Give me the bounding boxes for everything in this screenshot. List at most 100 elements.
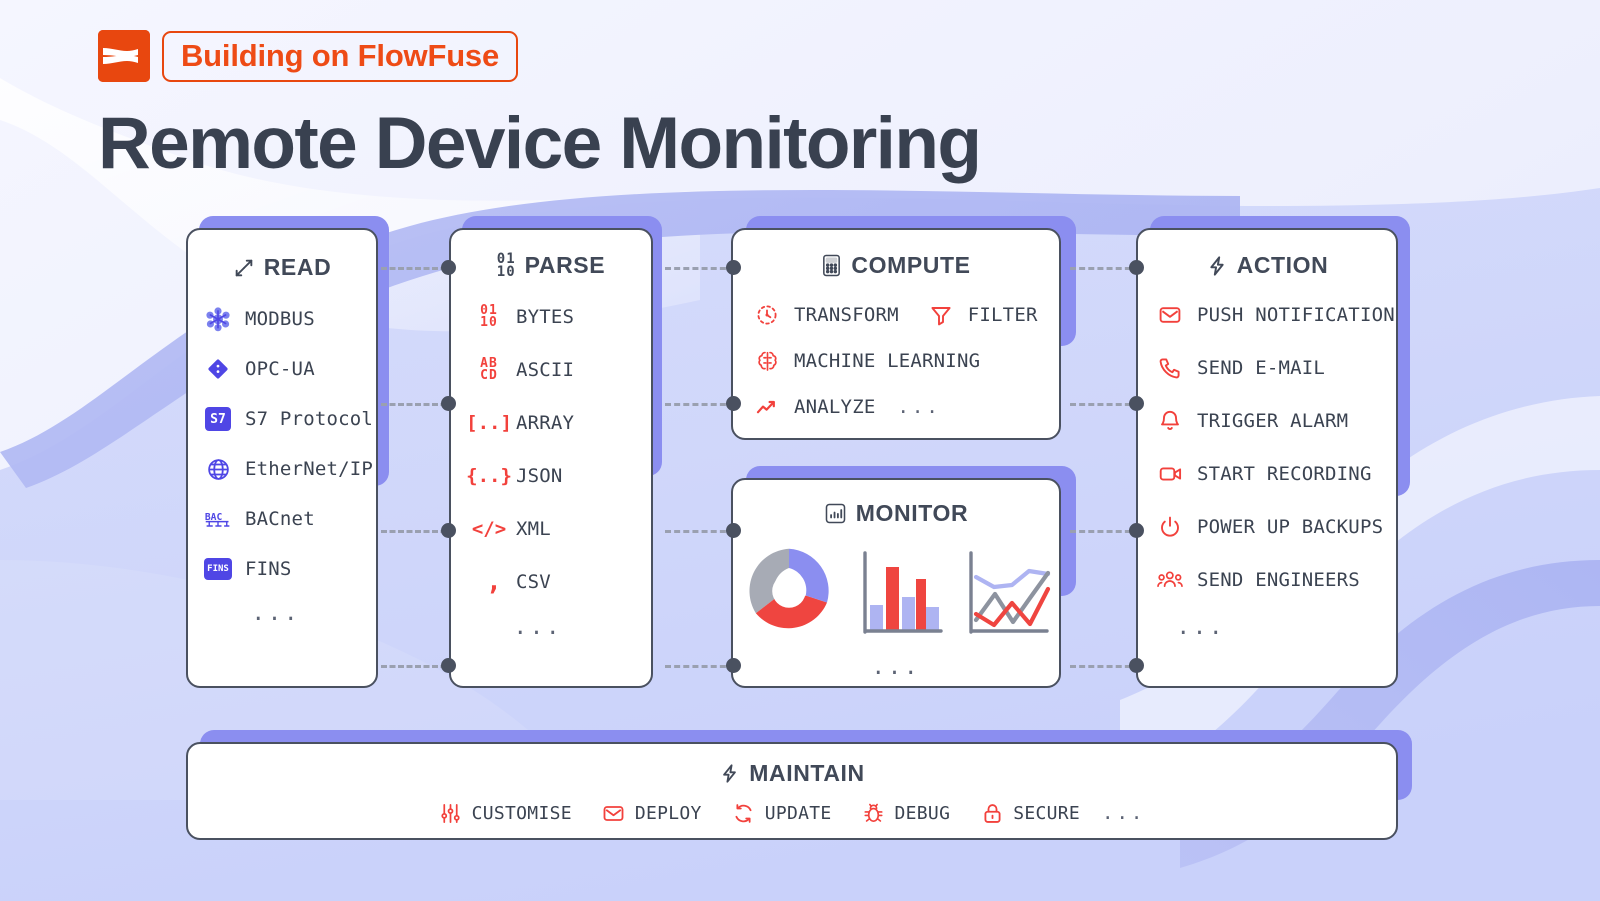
action-item-label: POWER UP BACKUPS bbox=[1197, 516, 1384, 538]
action-item-label: TRIGGER ALARM bbox=[1197, 410, 1349, 432]
connector-read-parse-bot bbox=[381, 665, 455, 668]
read-item-label: S7 Protocol bbox=[245, 408, 374, 430]
action-item-list: PUSH NOTIFICATION SEND E-MAIL bbox=[1138, 301, 1396, 640]
parse-title-glyph-top: 01 bbox=[496, 250, 516, 267]
fins-badge-text: FINS bbox=[204, 558, 232, 580]
action-item-power-up-backups[interactable]: POWER UP BACKUPS bbox=[1156, 513, 1396, 541]
phone-icon bbox=[1156, 354, 1184, 382]
compute-more-ellipsis: ... bbox=[897, 396, 941, 418]
lock-icon bbox=[980, 801, 1004, 825]
compute-card[interactable]: COMPUTE TRANSFORM bbox=[731, 228, 1061, 440]
json-braces-icon: {..} bbox=[466, 464, 512, 487]
parse-item-json[interactable]: {..} JSON bbox=[466, 462, 651, 490]
funnel-icon bbox=[927, 301, 955, 329]
parse-item-csv[interactable]: , CSV bbox=[475, 568, 651, 596]
transform-dashed-circle-icon bbox=[753, 301, 781, 329]
bell-icon bbox=[1156, 407, 1184, 435]
video-camera-icon bbox=[1156, 460, 1184, 488]
globe-icon bbox=[204, 455, 232, 483]
bar-chart bbox=[863, 551, 943, 634]
read-item-label: FINS bbox=[245, 558, 292, 580]
compute-item-label: FILTER bbox=[967, 304, 1038, 326]
read-item-s7-protocol[interactable]: S7 S7 Protocol bbox=[204, 405, 376, 433]
action-card-title-label: ACTION bbox=[1236, 252, 1329, 278]
people-group-icon bbox=[1156, 566, 1184, 594]
maintain-item-label: SECURE bbox=[1013, 802, 1081, 824]
connector-dot-action-top bbox=[1129, 260, 1144, 275]
connector-dot-monitor-top bbox=[726, 523, 741, 538]
array-brackets-icon: [..] bbox=[466, 411, 512, 434]
comma-glyph: , bbox=[486, 567, 502, 597]
connector-dot-action-mid bbox=[1129, 396, 1144, 411]
compute-item-analyze[interactable]: ANALYZE bbox=[753, 393, 875, 421]
connector-compute-action-mid bbox=[1070, 403, 1140, 406]
connector-monitor-action-low bbox=[1070, 530, 1140, 533]
maintain-item-deploy[interactable]: DEPLOY bbox=[602, 801, 702, 825]
maintain-item-row: CUSTOMISE DEPLOY bbox=[188, 801, 1396, 825]
read-card-title: READ bbox=[188, 254, 376, 281]
parse-item-label: CSV bbox=[516, 571, 551, 593]
compute-item-machine-learning[interactable]: MACHINE LEARNING bbox=[753, 347, 1059, 375]
monitor-card[interactable]: MONITOR bbox=[731, 478, 1061, 688]
parse-card[interactable]: 01 10 PARSE 01 10 BYTES AB CD bbox=[449, 228, 653, 688]
donut-chart bbox=[749, 548, 829, 629]
connector-dot-compute-top bbox=[726, 260, 741, 275]
two-way-arrow-icon bbox=[233, 257, 255, 279]
read-card[interactable]: READ bbox=[186, 228, 378, 688]
ascii-abcd-icon: AB CD bbox=[475, 356, 503, 384]
trend-up-arrow-icon bbox=[753, 393, 781, 421]
monitor-card-title: MONITOR bbox=[733, 500, 1059, 527]
action-item-trigger-alarm[interactable]: TRIGGER ALARM bbox=[1156, 407, 1396, 435]
action-item-start-recording[interactable]: START RECORDING bbox=[1156, 460, 1396, 488]
calculator-icon bbox=[821, 254, 842, 277]
action-item-send-email[interactable]: SEND E-MAIL bbox=[1156, 354, 1396, 382]
action-card[interactable]: ACTION PUSH NOTIFICATION bbox=[1136, 228, 1398, 688]
bar-chart-box-icon bbox=[824, 502, 847, 525]
xml-tag-icon: </> bbox=[471, 517, 507, 540]
parse-item-array[interactable]: [..] ARRAY bbox=[466, 409, 651, 437]
page-header: Building on FlowFuse Remote Device Monit… bbox=[98, 30, 982, 183]
compute-item-transform[interactable]: TRANSFORM bbox=[753, 301, 899, 329]
read-item-label: OPC-UA bbox=[245, 358, 315, 380]
parse-item-label: ARRAY bbox=[516, 412, 575, 434]
compute-card-title: COMPUTE bbox=[733, 252, 1059, 279]
monitor-charts-row bbox=[733, 543, 1059, 639]
binary-0110-icon: 01 10 bbox=[475, 303, 503, 331]
action-more-ellipsis: ... bbox=[1176, 615, 1226, 640]
action-item-push-notification[interactable]: PUSH NOTIFICATION bbox=[1156, 301, 1396, 329]
parse-item-xml[interactable]: </> XML bbox=[471, 515, 651, 543]
power-icon bbox=[1156, 513, 1184, 541]
maintain-item-update[interactable]: UPDATE bbox=[732, 801, 832, 825]
s7-badge-text: S7 bbox=[205, 407, 231, 431]
maintain-card[interactable]: MAINTAIN CUSTOMISE bbox=[186, 742, 1398, 840]
action-item-send-engineers[interactable]: SEND ENGINEERS bbox=[1156, 566, 1396, 594]
monitor-card-title-label: MONITOR bbox=[855, 500, 969, 526]
maintain-card-title: MAINTAIN bbox=[188, 760, 1396, 787]
connector-monitor-action-bot bbox=[1070, 665, 1140, 668]
read-item-modbus[interactable]: MODBUS bbox=[204, 305, 376, 333]
compute-item-filter[interactable]: FILTER bbox=[927, 301, 1038, 329]
parse-item-bytes[interactable]: 01 10 BYTES bbox=[475, 303, 651, 331]
maintain-item-debug[interactable]: DEBUG bbox=[862, 801, 951, 825]
compute-item-label: MACHINE LEARNING bbox=[794, 350, 981, 372]
read-item-ethernet-ip[interactable]: EtherNet/IP bbox=[204, 455, 376, 483]
read-item-bacnet[interactable]: BAC BACnet bbox=[204, 505, 376, 533]
envelope-icon bbox=[1156, 301, 1184, 329]
read-more-ellipsis: ... bbox=[251, 601, 301, 626]
connector-parse-monitor-bot bbox=[665, 665, 735, 668]
compute-row-1: TRANSFORM FILTER bbox=[753, 301, 1059, 329]
compute-card-title-label: COMPUTE bbox=[851, 252, 971, 278]
parse-item-ascii[interactable]: AB CD ASCII bbox=[475, 356, 651, 384]
maintain-item-label: UPDATE bbox=[764, 802, 832, 824]
compute-row-3: ANALYZE ... bbox=[753, 393, 1059, 421]
read-item-opcua[interactable]: OPC-UA bbox=[204, 355, 376, 383]
parse-card-title: 01 10 PARSE bbox=[451, 252, 651, 279]
svg-text:BAC: BAC bbox=[205, 512, 223, 523]
brand-badge-row: Building on FlowFuse bbox=[98, 30, 980, 82]
monitor-more-ellipsis: ... bbox=[871, 655, 921, 680]
read-item-list: MODBUS OPC-UA S7 bbox=[188, 305, 376, 626]
maintain-item-customise[interactable]: CUSTOMISE bbox=[439, 801, 572, 825]
read-item-fins[interactable]: FINS FINS bbox=[204, 555, 376, 583]
maintain-item-secure[interactable]: SECURE bbox=[980, 801, 1080, 825]
